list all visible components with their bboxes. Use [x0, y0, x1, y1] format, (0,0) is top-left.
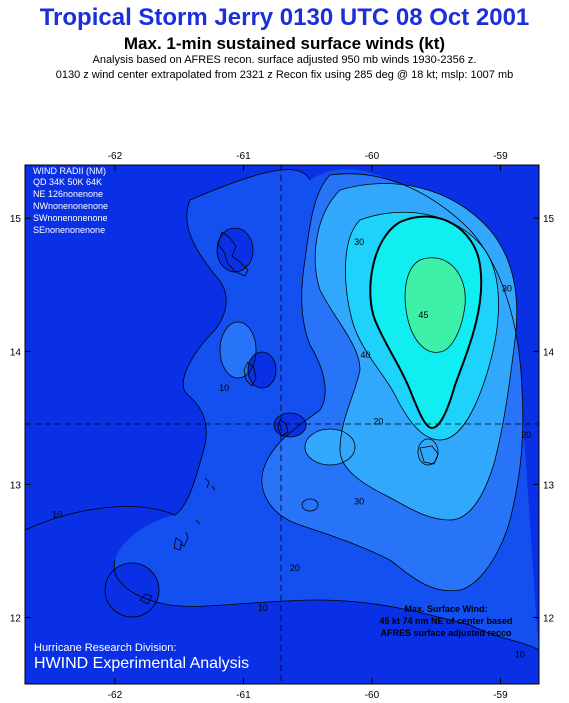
y-tick-label-left: 13: [10, 480, 22, 491]
grenada-coast: [173, 537, 183, 551]
contour-value-label: 40: [361, 350, 371, 360]
y-tick-label-right: 15: [543, 214, 555, 225]
x-tick-label-top: -60: [365, 151, 380, 162]
patch-low-1: [217, 228, 253, 272]
st-lucia-coast: [243, 361, 257, 387]
grenadines-coast: [179, 477, 216, 547]
wind-radii-row-ne: NE 126nonenone: [33, 189, 103, 199]
wind-radii-row-sw: SWnonenonenone: [33, 213, 108, 223]
wind-radii-title: WIND RADII (NM): [33, 166, 106, 176]
martinique-coast: [217, 231, 249, 277]
tobago-coast: [139, 593, 153, 605]
x-tick-label-top: -59: [493, 151, 508, 162]
page-subtitle: Max. 1-min sustained surface winds (kt): [123, 34, 446, 53]
contour-10: [25, 169, 311, 531]
plot-frame: [24, 164, 540, 685]
x-tick-label-bottom: -59: [493, 690, 508, 701]
x-tick-label-top: -61: [236, 151, 251, 162]
y-tick-label-left: 12: [10, 613, 22, 624]
coastlines: [139, 231, 439, 605]
max-wind-value: 45 kt 74 nm NE of center based: [379, 616, 512, 626]
y-tick-label-right: 12: [543, 613, 555, 624]
st-vincent-coast: [277, 419, 289, 437]
contour-value-label: 20: [290, 563, 300, 573]
max-wind-annotation: Max. Surface Wind: 45 kt 74 nm NE of cen…: [379, 604, 512, 638]
x-tick-label-top: -62: [108, 151, 123, 162]
contour-35: [345, 211, 499, 441]
contour-value-label: 10: [515, 649, 525, 659]
wind-radii-table: WIND RADII (NM) QD 34K 50K 64K NE 126non…: [33, 166, 108, 235]
contour-value-label: 10: [219, 383, 229, 393]
contour-value-label: 30: [502, 283, 512, 293]
contour-value-label: 10: [258, 603, 268, 613]
y-tick-label-right: 14: [543, 347, 555, 358]
contour-value-label: 30: [354, 496, 364, 506]
max-wind-basis: AFRES surface adjusted recco: [380, 628, 512, 638]
barbados-coast: [419, 445, 439, 465]
wind-radii-header: QD 34K 50K 64K: [33, 177, 102, 187]
contour-20: [261, 173, 524, 592]
credit-division: Hurricane Research Division:: [34, 642, 176, 654]
y-tick-label-left: 15: [10, 214, 22, 225]
contour-value-label: 20: [521, 430, 531, 440]
contour-value-label: 30: [354, 237, 364, 247]
wind-radii-row-nw: NWnonenonenone: [33, 201, 108, 211]
wind-radii-row-se: SEnonenonenone: [33, 225, 105, 235]
contour-labels: 10 10 10 10 20 20 20 30 30 30 40 45: [52, 237, 531, 660]
contour-30: [314, 183, 518, 521]
max-wind-title: Max. Surface Wind:: [405, 604, 488, 614]
contour-value-label: 20: [373, 417, 383, 427]
y-tick-label-left: 14: [10, 347, 22, 358]
contour-10b: [113, 559, 539, 651]
analysis-note: Analysis based on AFRES recon. surface a…: [92, 54, 477, 66]
patch-10kt-small: [302, 499, 318, 511]
contour-fields: [25, 165, 539, 684]
x-tick-label-bottom: -62: [108, 690, 123, 701]
y-tick-label-right: 13: [543, 480, 555, 491]
axis-ticks: -62 -62 -61 -61 -60 -60 -59 -59 12 12 13 13 14 14 15 15: [10, 151, 555, 701]
contour-40: [369, 215, 483, 430]
x-tick-label-bottom: -61: [236, 690, 251, 701]
page-title: Tropical Storm Jerry 0130 UTC 08 Oct 200…: [39, 4, 530, 31]
patch-low-4: [105, 563, 159, 617]
patch-low-3: [274, 413, 306, 437]
patch-30kt: [305, 429, 355, 465]
credit-analysis: HWIND Experimental Analysis: [34, 655, 249, 672]
x-tick-label-bottom: -60: [365, 690, 380, 701]
storm-center-crosshair: [25, 165, 539, 684]
contour-value-label: 45: [418, 310, 428, 320]
contour-value-label: 10: [52, 510, 62, 520]
contour-45: [404, 257, 466, 353]
center-note: 0130 z wind center extrapolated from 232…: [55, 69, 514, 81]
field-45kt: [405, 257, 466, 353]
